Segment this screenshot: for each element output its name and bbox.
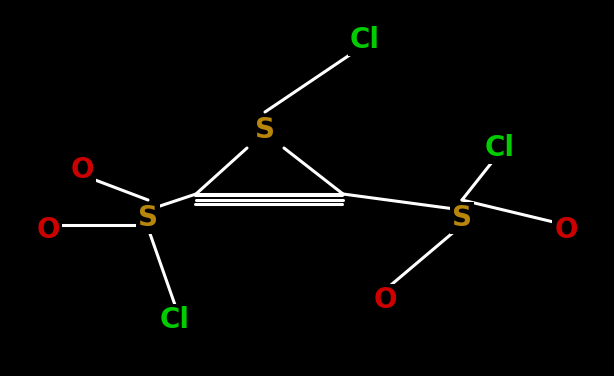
Text: Cl: Cl bbox=[160, 306, 190, 334]
Text: Cl: Cl bbox=[485, 134, 515, 162]
Text: Cl: Cl bbox=[350, 26, 380, 54]
Text: O: O bbox=[373, 286, 397, 314]
Text: S: S bbox=[138, 204, 158, 232]
Text: O: O bbox=[554, 216, 578, 244]
Text: S: S bbox=[452, 204, 472, 232]
Text: O: O bbox=[70, 156, 94, 184]
Text: S: S bbox=[255, 116, 275, 144]
Text: O: O bbox=[36, 216, 60, 244]
